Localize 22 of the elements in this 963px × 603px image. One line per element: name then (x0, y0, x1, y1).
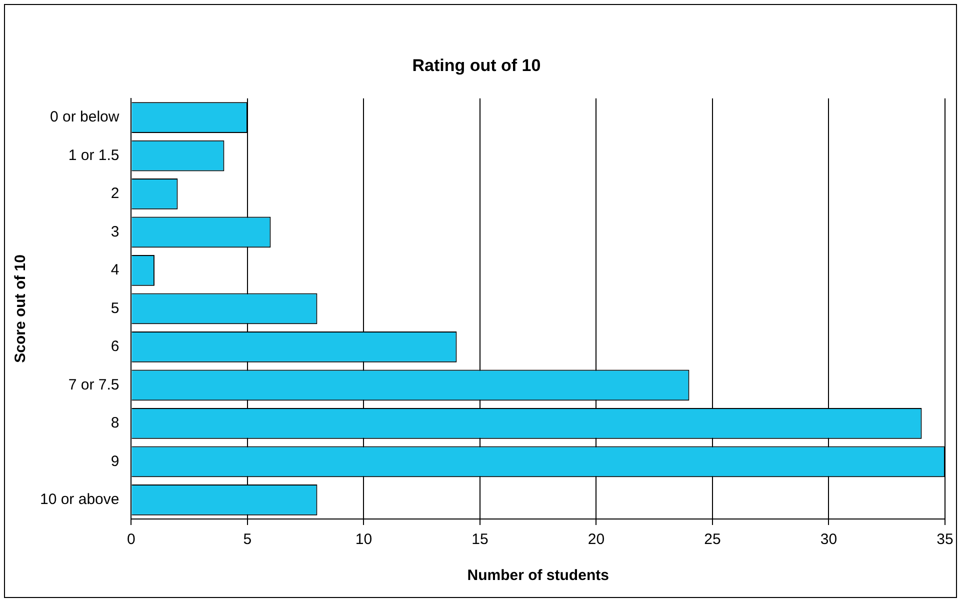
y-tick-label: 4 (110, 262, 120, 279)
x-axis-title: Number of students (467, 567, 609, 584)
y-tick-label: 10 or above (40, 491, 120, 508)
y-tick-label: 3 (110, 223, 120, 240)
x-tick-label: 30 (820, 531, 838, 548)
y-tick-label: 2 (110, 185, 120, 202)
y-tick-label: 0 or below (50, 108, 120, 126)
x-tick-label: 20 (588, 531, 605, 548)
x-tick-label: 0 (127, 531, 136, 548)
x-tick-label: 15 (472, 531, 488, 548)
y-tick-label: 5 (110, 300, 120, 317)
y-tick-label: 7 or 7.5 (68, 376, 120, 394)
chart-title: Rating out of 10 (412, 56, 541, 75)
y-tick-label: 6 (110, 338, 120, 356)
y-axis-title: Score out of 10 (12, 254, 30, 363)
y-tick-label: 9 (110, 452, 120, 470)
x-tick-label: 25 (704, 531, 721, 548)
x-tick-label: 10 (355, 531, 372, 548)
y-tick-label: 8 (110, 414, 120, 432)
x-tick-label: 5 (243, 531, 252, 548)
y-tick-label: 1 or 1.5 (68, 146, 120, 164)
x-tick-label: 35 (936, 531, 954, 548)
